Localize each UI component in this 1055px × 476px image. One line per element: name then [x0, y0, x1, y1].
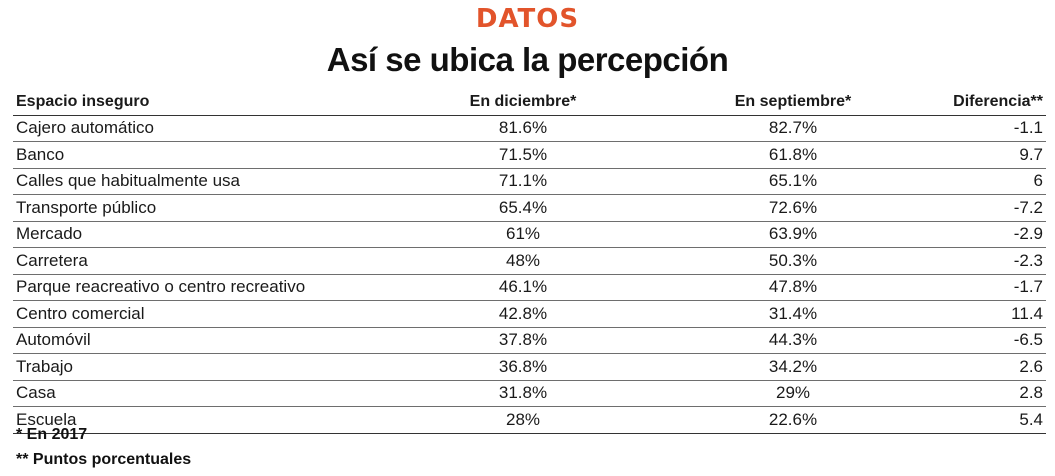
cell-diciembre: 36.8% [373, 353, 673, 381]
cell-espacio: Transporte público [13, 194, 373, 222]
cell-diferencia: -6.5 [913, 327, 1046, 354]
cell-septiembre: 72.6% [673, 194, 913, 222]
perception-table: Espacio inseguro En diciembre* En septie… [13, 89, 1046, 434]
cell-espacio: Trabajo [13, 353, 373, 381]
cell-espacio: Casa [13, 380, 373, 407]
table-body: Cajero automático 81.6% 82.7% -1.1 Banco 71.5… [13, 115, 1046, 434]
cell-espacio: Mercado [13, 221, 373, 248]
section-kicker: DATOS [475, 4, 580, 34]
table-row: Centro comercial 42.8% 31.4% 11.4 [13, 300, 1046, 328]
table-row: Cajero automático 81.6% 82.7% -1.1 [13, 115, 1046, 142]
table-row: Escuela 28% 22.6% 5.4 [13, 406, 1046, 434]
table-row: Automóvil 37.8% 44.3% -6.5 [13, 327, 1046, 354]
cell-septiembre: 34.2% [673, 353, 913, 381]
table-row: Calles que habitualmente usa 71.1% 65.1% 6 [13, 168, 1046, 195]
cell-diciembre: 71.5% [373, 141, 673, 169]
cell-diciembre: 37.8% [373, 327, 673, 354]
cell-diciembre: 28% [373, 406, 673, 434]
cell-espacio: Cajero automático [13, 115, 373, 142]
column-header-diferencia: Diferencia** [913, 89, 1046, 116]
cell-diciembre: 46.1% [373, 274, 673, 301]
cell-espacio: Centro comercial [13, 300, 373, 328]
cell-septiembre: 29% [673, 380, 913, 407]
cell-septiembre: 47.8% [673, 274, 913, 301]
table-header-row: Espacio inseguro En diciembre* En septie… [13, 89, 1046, 116]
cell-espacio: Carretera [13, 247, 373, 275]
page-title: Así se ubica la percepción [326, 41, 729, 78]
cell-espacio: Parque reacreativo o centro recreativo [13, 274, 373, 301]
cell-septiembre: 61.8% [673, 141, 913, 169]
cell-diferencia: 2.6 [913, 353, 1046, 381]
table-row: Casa 31.8% 29% 2.8 [13, 380, 1046, 407]
cell-diciembre: 81.6% [373, 115, 673, 142]
cell-diciembre: 65.4% [373, 194, 673, 222]
table-row: Carretera 48% 50.3% -2.3 [13, 247, 1046, 275]
cell-diferencia: -1.7 [913, 274, 1046, 301]
cell-septiembre: 63.9% [673, 221, 913, 248]
column-header-diciembre: En diciembre* [373, 89, 673, 116]
cell-septiembre: 65.1% [673, 168, 913, 195]
cell-diciembre: 31.8% [373, 380, 673, 407]
cell-diferencia: 6 [913, 168, 1046, 195]
cell-diciembre: 42.8% [373, 300, 673, 328]
cell-diferencia: -2.9 [913, 221, 1046, 248]
cell-diferencia: -2.3 [913, 247, 1046, 275]
table-row: Mercado 61% 63.9% -2.9 [13, 221, 1046, 248]
table-row: Trabajo 36.8% 34.2% 2.6 [13, 353, 1046, 381]
cell-septiembre: 31.4% [673, 300, 913, 328]
cell-espacio: Calles que habitualmente usa [13, 168, 373, 195]
cell-diferencia: 5.4 [913, 406, 1046, 434]
cell-espacio: Banco [13, 141, 373, 169]
cell-diferencia: -1.1 [913, 115, 1046, 142]
cell-septiembre: 50.3% [673, 247, 913, 275]
cell-espacio: Escuela [13, 406, 373, 434]
cell-diciembre: 48% [373, 247, 673, 275]
footnote-points: ** Puntos porcentuales [16, 451, 192, 468]
footnote-year: * En 2017 [16, 426, 88, 443]
cell-espacio: Automóvil [13, 327, 373, 354]
cell-septiembre: 22.6% [673, 406, 913, 434]
table-row: Transporte público 65.4% 72.6% -7.2 [13, 194, 1046, 222]
cell-diferencia: 11.4 [913, 300, 1046, 328]
cell-diferencia: 2.8 [913, 380, 1046, 407]
column-header-espacio: Espacio inseguro [13, 89, 373, 116]
table-row: Parque reacreativo o centro recreativo 46… [13, 274, 1046, 301]
cell-diferencia: 9.7 [913, 141, 1046, 169]
cell-diferencia: -7.2 [913, 194, 1046, 222]
cell-diciembre: 71.1% [373, 168, 673, 195]
column-header-septiembre: En septiembre* [673, 89, 913, 116]
cell-diciembre: 61% [373, 221, 673, 248]
cell-septiembre: 44.3% [673, 327, 913, 354]
table-row: Banco 71.5% 61.8% 9.7 [13, 141, 1046, 169]
footnotes: * En 2017 ** Puntos porcentuales [16, 422, 191, 472]
cell-septiembre: 82.7% [673, 115, 913, 142]
